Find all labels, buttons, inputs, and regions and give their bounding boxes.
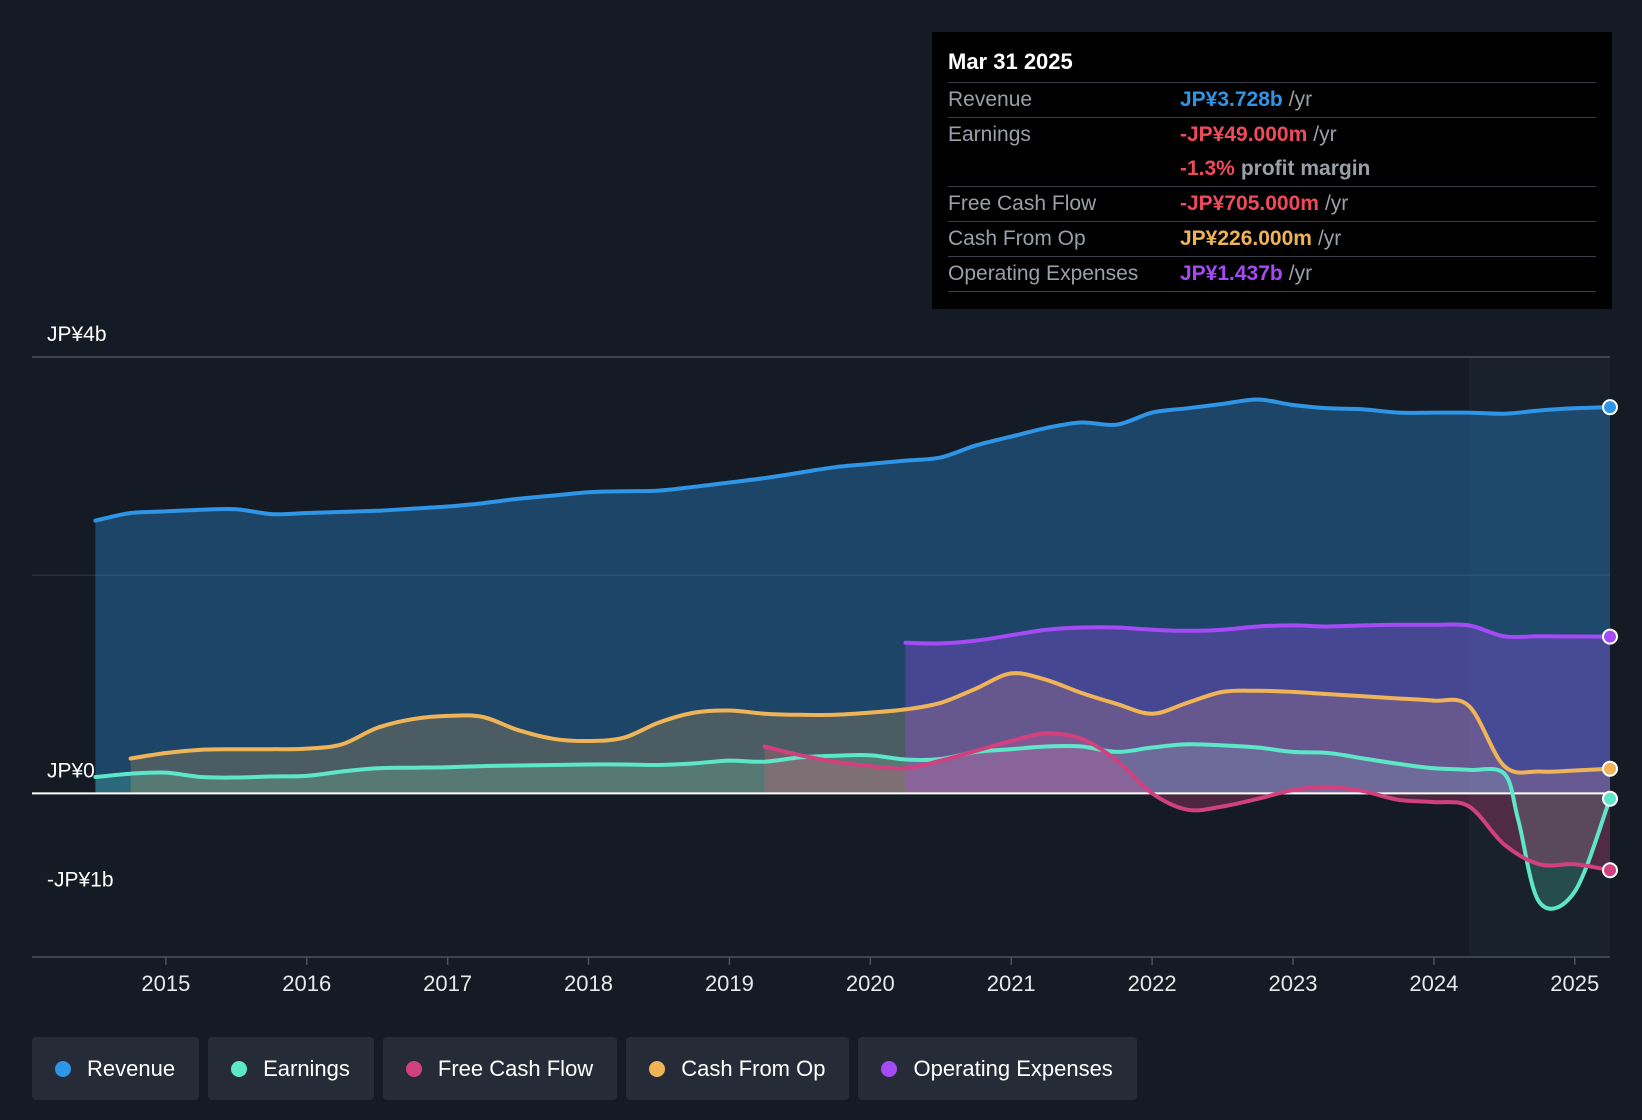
tooltip-row-free-cash-flow: Free Cash Flow -JP¥705.000m/yr: [948, 187, 1596, 222]
tooltip-unit: /yr: [1313, 123, 1337, 146]
tooltip-key: Cash From Op: [948, 227, 1086, 250]
legend-item-cash-from-op[interactable]: Cash From Op: [626, 1037, 850, 1100]
tooltip-key: Revenue: [948, 88, 1033, 111]
x-tick-label: 2015: [141, 971, 190, 996]
y-axis-label: -JP¥1b: [47, 868, 114, 891]
y-axis-labels: JP¥4b JP¥0 -JP¥1b: [47, 323, 114, 891]
legend-dot-icon: [649, 1060, 666, 1077]
tooltip-row-operating-expenses: Operating Expenses JP¥1.437b/yr: [948, 257, 1596, 292]
legend-label: Revenue: [87, 1055, 176, 1081]
line-operating-expenses: [903, 622, 1612, 646]
end-dot-cash-from-op[interactable]: [1602, 760, 1618, 777]
end-dot-revenue[interactable]: [1602, 399, 1618, 416]
legend-label: Cash From Op: [681, 1055, 826, 1081]
line-revenue: [93, 397, 1612, 523]
legend-label: Operating Expenses: [913, 1055, 1113, 1081]
area-free-cash-flow: [764, 733, 1610, 871]
tooltip-value: -JP¥49.000m: [1180, 123, 1308, 146]
x-tick-label: 2020: [846, 971, 895, 996]
tooltip-unit: /yr: [1324, 192, 1349, 215]
series-areas: [95, 399, 1611, 909]
legend-item-earnings[interactable]: Earnings: [208, 1037, 374, 1100]
x-axis-ticks: 2015 2016 2017 2018 2019 2020 2021 2022 2023 2024…: [141, 957, 1599, 996]
legend-dot-icon: [405, 1060, 422, 1077]
recent-period-highlight: [1469, 357, 1610, 957]
tooltip-value: -JP¥705.000m: [1180, 192, 1319, 215]
x-tick-label: 2019: [705, 971, 754, 996]
y-axis-label: JP¥0: [47, 759, 95, 782]
tooltip-row-revenue: Revenue JP¥3.728b/yr: [948, 83, 1596, 118]
tooltip-unit: /yr: [1288, 262, 1313, 285]
line-cash-from-op: [128, 671, 1612, 775]
legend-dot-icon: [231, 1060, 248, 1077]
end-dot-free-cash-flow[interactable]: [1602, 862, 1618, 879]
y-axis-label: JP¥4b: [47, 323, 107, 346]
tooltip-row-cash-from-op: Cash From Op JP¥226.000m/yr: [948, 222, 1596, 257]
legend-item-operating-expenses[interactable]: Operating Expenses: [858, 1037, 1137, 1100]
x-tick-label: 2017: [423, 971, 472, 996]
x-tick-label: 2022: [1128, 971, 1177, 996]
area-operating-expenses: [905, 624, 1610, 794]
area-earnings: [95, 744, 1610, 909]
area-revenue: [95, 399, 1610, 794]
legend: Revenue Earnings Free Cash Flow Cash Fro…: [32, 1037, 1137, 1100]
area-cash-from-op: [130, 673, 1611, 794]
x-tick-label: 2024: [1409, 971, 1458, 996]
end-dot-earnings[interactable]: [1602, 790, 1618, 807]
tooltip-value: JP¥1.437b: [1180, 262, 1283, 285]
series-end-dots: [1602, 399, 1618, 879]
tooltip-panel: Mar 31 2025 Revenue JP¥3.728b/yr Earning…: [932, 32, 1612, 309]
tooltip-key: Free Cash Flow: [948, 192, 1097, 215]
x-tick-label: 2025: [1550, 971, 1599, 996]
legend-label: Earnings: [263, 1055, 350, 1081]
tooltip-unit: /yr: [1317, 227, 1342, 250]
x-tick-label: 2016: [282, 971, 331, 996]
tooltip-row-earnings: Earnings -JP¥49.000m/yr -1.3% profit marg…: [948, 118, 1596, 187]
end-dot-operating-expenses[interactable]: [1602, 628, 1618, 645]
tooltip-key: Earnings: [948, 123, 1031, 146]
tooltip-date: Mar 31 2025: [948, 46, 1596, 83]
tooltip-profit-margin-label: profit margin: [1240, 157, 1371, 180]
legend-item-revenue[interactable]: Revenue: [32, 1037, 200, 1100]
x-tick-label: 2018: [564, 971, 613, 996]
x-tick-label: 2023: [1269, 971, 1318, 996]
line-free-cash-flow: [762, 731, 1612, 873]
tooltip-profit-margin: -1.3%: [1180, 157, 1235, 180]
line-earnings: [93, 742, 1612, 911]
series-lines: [93, 397, 1612, 911]
legend-dot-icon: [881, 1060, 898, 1077]
legend-item-free-cash-flow[interactable]: Free Cash Flow: [382, 1037, 618, 1100]
tooltip-key: Operating Expenses: [948, 262, 1139, 285]
tooltip-value: JP¥3.728b: [1180, 88, 1283, 111]
tooltip-unit: /yr: [1288, 88, 1313, 111]
x-tick-label: 2021: [987, 971, 1036, 996]
tooltip-value: JP¥226.000m: [1180, 227, 1312, 250]
legend-dot-icon: [55, 1060, 71, 1077]
legend-label: Free Cash Flow: [437, 1055, 594, 1081]
